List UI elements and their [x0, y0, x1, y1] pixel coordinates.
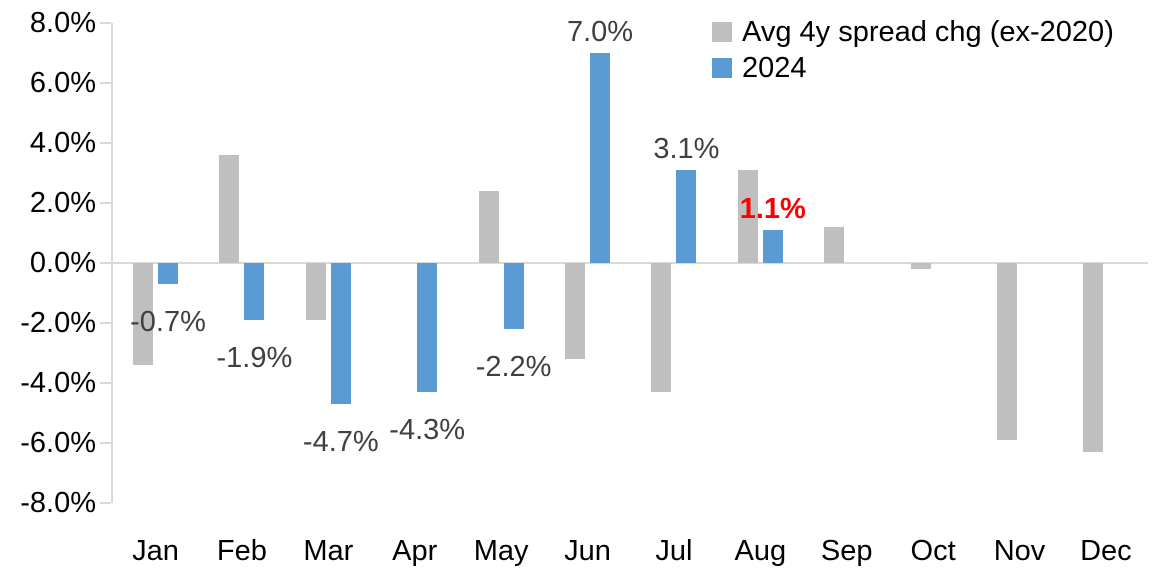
y-axis-label-8: 8.0% — [29, 6, 96, 39]
legend-item-avg-4y-spread: Avg 4y spread chg (ex-2020) — [712, 14, 1114, 50]
bar-avg4y-aug — [737, 169, 758, 263]
legend-label-2024: 2024 — [742, 51, 807, 84]
legend-item-2024: 2024 — [712, 50, 1114, 86]
data-label-jun: 7.0% — [566, 15, 634, 48]
bar-avg4y-mar — [305, 262, 326, 320]
x-axis-label-jun: Jun — [564, 535, 611, 567]
bar-2024-jul — [676, 169, 697, 263]
x-axis-label-apr: Apr — [392, 535, 438, 567]
zero-gridline — [111, 261, 1148, 264]
data-label-jul: 3.1% — [653, 132, 720, 165]
x-axis-label-jul: Jul — [655, 535, 693, 567]
bar-avg4y-nov — [997, 262, 1017, 440]
bar-2024-feb — [244, 262, 265, 320]
data-label-aug: 1.1% — [739, 192, 806, 225]
y-tick-mark — [100, 201, 111, 204]
legend-swatch-gray — [712, 22, 732, 42]
bar-avg4y-sep — [824, 226, 845, 263]
bar-avg4y-jul — [651, 262, 672, 392]
bar-2024-mar — [330, 262, 351, 404]
y-axis-label-neg4: -4.0% — [20, 366, 96, 399]
y-tick-mark — [100, 321, 111, 324]
bar-2024-aug — [762, 229, 783, 263]
x-axis-label-sep: Sep — [820, 535, 873, 567]
y-tick-mark — [100, 261, 111, 264]
legend-label-avg-4y-spread: Avg 4y spread chg (ex-2020) — [742, 15, 1114, 48]
y-tick-mark — [100, 381, 111, 384]
y-axis-label-4: 4.0% — [29, 126, 96, 159]
bar-avg4y-dec — [1083, 262, 1104, 452]
x-axis-label-may: May — [473, 535, 529, 567]
bar-avg4y-may — [478, 190, 499, 263]
bar-avg4y-jan — [133, 262, 153, 365]
data-label-jan: -0.7% — [130, 305, 206, 338]
bar-2024-jan — [158, 262, 178, 284]
y-tick-mark — [100, 141, 111, 144]
data-label-may: -2.2% — [475, 350, 552, 383]
x-axis-label-aug: Aug — [734, 535, 787, 567]
bar-avg4y-jun — [565, 262, 585, 359]
bar-2024-may — [503, 262, 524, 329]
data-label-apr: -4.3% — [389, 413, 466, 446]
bar-avg4y-oct — [910, 262, 931, 269]
x-axis-label-dec: Dec — [1080, 535, 1132, 567]
x-axis-label-feb: Feb — [216, 535, 267, 567]
y-axis-label-2: 2.0% — [29, 186, 96, 219]
data-label-mar: -4.7% — [302, 425, 379, 458]
y-tick-mark — [100, 81, 111, 84]
legend-swatch-blue — [712, 58, 732, 78]
x-axis-label-oct: Oct — [910, 535, 956, 567]
x-axis-label-mar: Mar — [303, 535, 354, 567]
y-tick-mark — [100, 441, 111, 444]
y-tick-mark — [100, 21, 111, 24]
y-axis-label-neg8: -8.0% — [20, 486, 96, 519]
bar-2024-apr — [417, 262, 438, 392]
bar-avg4y-feb — [219, 154, 240, 263]
y-tick-mark — [100, 501, 111, 504]
legend: Avg 4y spread chg (ex-2020) 2024 — [712, 14, 1114, 86]
y-axis-label-neg2: -2.0% — [20, 306, 96, 339]
y-axis-label-0: 0.0% — [29, 246, 96, 279]
data-label-feb: -1.9% — [216, 341, 293, 374]
y-axis-label-6: 6.0% — [29, 66, 96, 99]
x-axis-label-jan: Jan — [132, 535, 179, 567]
y-axis-label-neg6: -6.0% — [20, 426, 96, 459]
x-axis-label-nov: Nov — [993, 535, 1046, 567]
bar-2024-jun — [590, 52, 610, 263]
